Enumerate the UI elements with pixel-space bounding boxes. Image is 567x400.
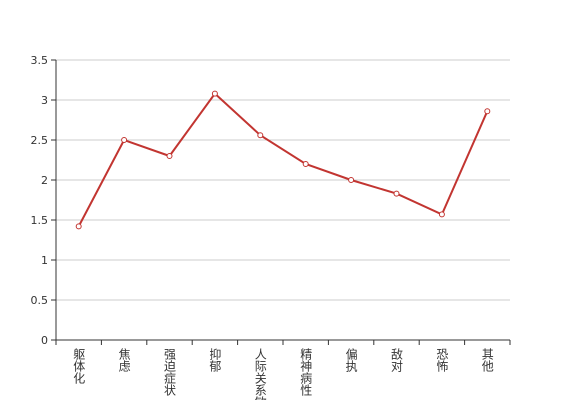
point — [393, 190, 400, 197]
point — [211, 90, 218, 97]
point — [348, 177, 355, 183]
x-tick-label: 强迫症状 — [163, 348, 177, 396]
x-tick-label: 人际关系敏感 — [253, 348, 267, 400]
line — [77, 92, 489, 227]
y-tick-label: 3 — [41, 94, 48, 107]
x-tick-label: 其他 — [480, 348, 494, 372]
point — [484, 108, 491, 115]
point — [121, 137, 128, 143]
y-tick-label: 1.5 — [31, 214, 49, 227]
y-tick-label: 3.5 — [31, 54, 49, 67]
point — [302, 161, 309, 167]
point — [166, 153, 173, 159]
point — [75, 223, 82, 230]
y-tick-label: 0.5 — [31, 294, 49, 307]
x-tick-label: 敌对 — [390, 347, 404, 372]
y-tick-label: 1 — [41, 254, 48, 267]
y-tick-label: 2.5 — [31, 134, 49, 147]
x-tick-label: 抑郁 — [208, 347, 222, 373]
x-tick-label: 焦虑 — [117, 348, 131, 372]
x-tick-label: 躯体化 — [72, 347, 86, 385]
x-tick-label: 恐怖 — [435, 348, 449, 372]
point — [438, 211, 445, 218]
point — [257, 132, 264, 139]
x-tick-label: 偏执 — [344, 347, 358, 373]
y-tick-label: 0 — [41, 334, 48, 347]
y-tick-label: 2 — [41, 174, 48, 187]
x-tick-label: 精神病性 — [299, 348, 313, 397]
